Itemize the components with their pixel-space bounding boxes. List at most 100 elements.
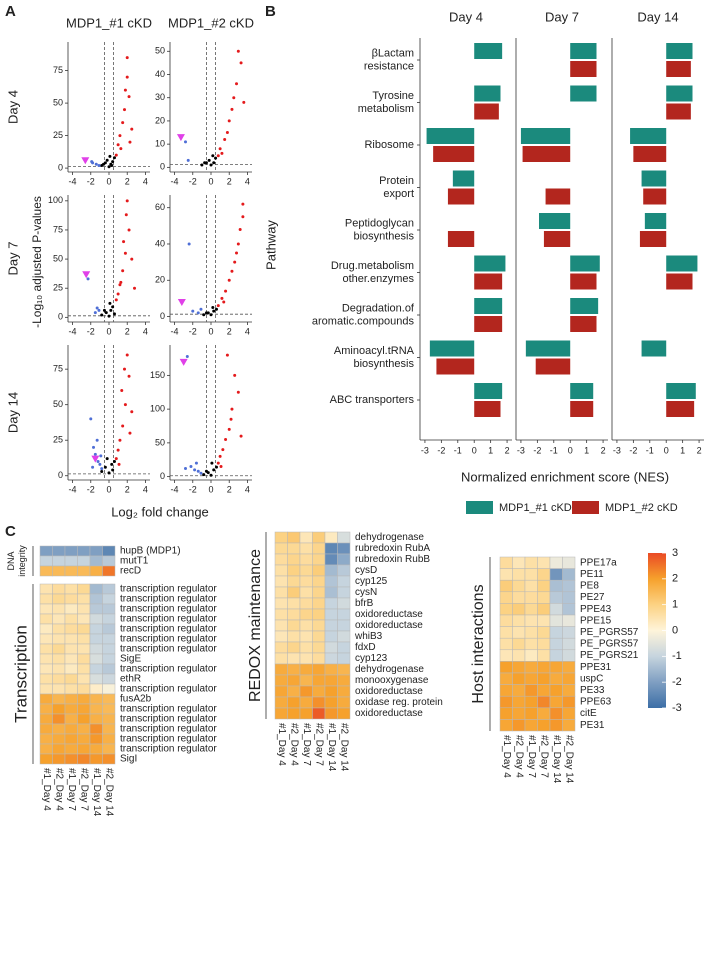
- heatmap-cell: [312, 696, 326, 709]
- point: [94, 162, 98, 166]
- heatmap-cell: [537, 626, 551, 639]
- heatmap-cell: [499, 707, 513, 720]
- point: [100, 469, 104, 473]
- point: [221, 448, 225, 452]
- group-label: integrity: [17, 545, 27, 577]
- column-label: #1_Day 7: [526, 735, 537, 778]
- heatmap-cell: [77, 583, 91, 595]
- heatmap-cell: [274, 564, 288, 577]
- point: [125, 56, 129, 60]
- colorbar-tick-label: -3: [672, 702, 682, 714]
- x-tick-label: -2: [437, 445, 445, 455]
- heatmap-cell: [524, 719, 538, 732]
- heatmap-cell: [324, 663, 338, 676]
- facet-title: Day 14: [637, 9, 678, 24]
- point: [220, 151, 224, 155]
- x-tick-label: 4: [143, 484, 148, 494]
- row-label: transcription regulator: [120, 594, 217, 605]
- heatmap-cell: [102, 583, 116, 595]
- heatmap-cell: [524, 707, 538, 720]
- heatmap-cell: [52, 613, 66, 625]
- point: [97, 308, 101, 312]
- column-label: #1_Day 7: [301, 723, 312, 766]
- row-label: PPE15: [580, 615, 612, 626]
- category-label: aromatic.compounds: [312, 315, 415, 327]
- bar: [570, 85, 597, 102]
- heatmap-cell: [337, 674, 351, 687]
- heatmap-cell: [312, 652, 326, 665]
- heatmap-cell: [549, 719, 563, 732]
- heatmap-cell: [299, 707, 313, 720]
- heatmap-cell: [299, 542, 313, 555]
- row-label: recD: [120, 566, 141, 577]
- x-tick-label: -4: [69, 176, 77, 186]
- row-label: transcription regulator: [120, 634, 217, 645]
- highlight-point: [91, 455, 100, 463]
- heatmap-cell: [299, 630, 313, 643]
- heatmap-cell: [64, 663, 78, 675]
- heatmap-cell: [562, 579, 576, 593]
- point: [241, 202, 245, 206]
- bar: [570, 383, 594, 399]
- point: [207, 158, 211, 162]
- bar: [641, 170, 667, 187]
- heatmap-cell: [39, 723, 53, 735]
- heatmap-cell: [89, 603, 103, 615]
- heatmap-cell: [499, 684, 513, 697]
- row-label: oxidase reg. protein: [355, 697, 443, 708]
- bar: [539, 213, 571, 229]
- point: [121, 121, 125, 125]
- y-tick-label: 10: [155, 139, 165, 149]
- heatmap-cell: [337, 597, 351, 610]
- point: [118, 283, 122, 287]
- heatmap-cell: [549, 591, 563, 604]
- heatmap-cell: [39, 593, 53, 605]
- heatmap-cell: [64, 723, 78, 735]
- bar: [570, 61, 597, 77]
- column-label: #1_Day 4: [276, 723, 287, 766]
- bar: [666, 255, 698, 272]
- heatmap-cell: [549, 556, 563, 569]
- point: [122, 108, 126, 112]
- bar: [426, 128, 475, 144]
- y-tick-label: 150: [150, 370, 165, 380]
- point: [210, 461, 214, 465]
- heatmap-cell: [562, 684, 576, 697]
- heatmap-cell: [287, 652, 301, 665]
- heatmap-cell: [299, 531, 313, 544]
- x-tick-label: -2: [189, 326, 197, 336]
- heatmap-cell: [549, 579, 563, 593]
- y-tick-label: 20: [155, 275, 165, 285]
- y-tick-label: 75: [53, 65, 63, 75]
- heatmap-cell: [549, 637, 563, 651]
- heatmap-cell: [524, 591, 538, 604]
- heatmap-cell: [64, 583, 78, 595]
- heatmap-cell: [274, 674, 288, 687]
- heatmap-cell: [89, 643, 103, 655]
- panel-label: C: [5, 523, 16, 540]
- bar: [644, 213, 667, 229]
- row-label: PE33: [580, 685, 605, 696]
- heatmap-cell: [537, 568, 551, 581]
- column-label: #2_Day 14: [338, 723, 349, 772]
- x-tick-label: 2: [505, 445, 510, 455]
- heatmap-cell: [549, 707, 563, 720]
- heatmap-cell: [562, 707, 576, 720]
- point: [200, 163, 204, 167]
- x-tick-label: 0: [106, 326, 111, 336]
- heatmap-cell: [324, 531, 338, 544]
- point: [112, 156, 116, 160]
- heatmap-cell: [287, 608, 301, 621]
- heatmap-cell: [337, 630, 351, 643]
- point: [224, 438, 228, 441]
- heatmap-cell: [524, 614, 538, 627]
- x-tick-label: -1: [550, 445, 558, 455]
- heatmap-cell: [499, 661, 513, 674]
- heatmap-cell: [89, 555, 103, 567]
- bar: [666, 273, 693, 290]
- heatmap-cell: [77, 633, 91, 645]
- bar: [447, 231, 475, 247]
- bar: [474, 255, 506, 272]
- heatmap-cell: [39, 703, 53, 715]
- column-label: #1_Day 4: [501, 735, 512, 778]
